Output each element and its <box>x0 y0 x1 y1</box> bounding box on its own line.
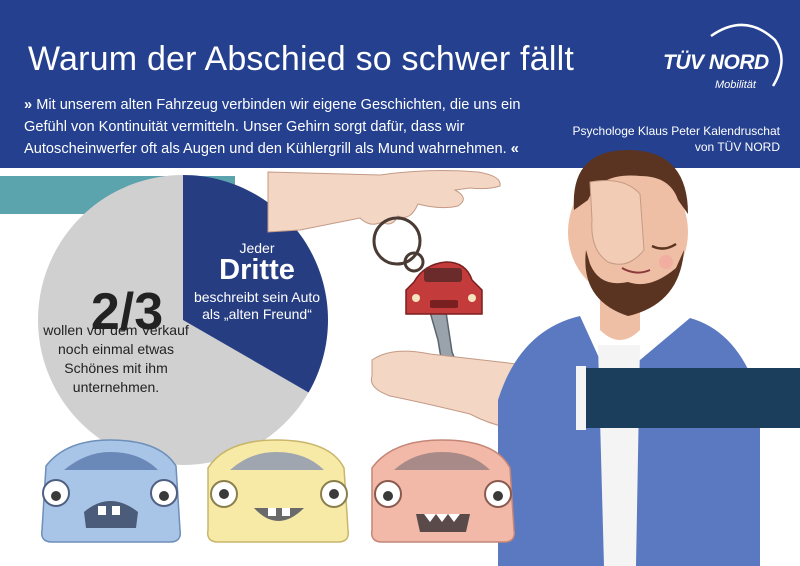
header-banner <box>0 0 800 168</box>
quote-text: Mit unserem alten Fahrzeug verbinden wir… <box>24 97 521 157</box>
page-title: Warum der Abschied so schwer fällt <box>28 40 574 78</box>
quote-close-mark: « <box>510 141 519 157</box>
tuv-nord-logo: TÜV NORD <box>663 51 769 74</box>
yellow-cartoon-car-icon <box>206 439 350 543</box>
attribution-line-1: Psychologe Klaus Peter Kalendruschat <box>572 124 780 138</box>
attribution-line-2: von TÜV NORD <box>694 140 780 154</box>
logo-subtitle: Mobilität <box>715 79 756 91</box>
navy-sleeve-illustration <box>576 366 800 430</box>
blue-cartoon-car-icon <box>40 439 182 543</box>
quote-attribution: Psychologe Klaus Peter Kalendruschat von… <box>573 123 780 155</box>
third-description: beschreibt sein Auto als „alten Freund“ <box>193 289 321 322</box>
peach-cartoon-car-icon <box>370 439 516 543</box>
expert-quote: » Mit unserem alten Fahrzeug verbinden w… <box>24 94 544 160</box>
red-car-keychain-icon <box>405 261 483 315</box>
quote-open-mark: » <box>24 97 33 113</box>
pie-slice-two-thirds <box>38 175 309 466</box>
two-thirds-description: wollen vor dem Verkauf noch einmal etwas… <box>43 322 189 395</box>
tuv-nord-logo-arc <box>710 23 783 87</box>
third-intro: Jeder <box>239 240 275 256</box>
two-thirds-value: 2/3 <box>90 283 164 341</box>
man-facepalm-illustration <box>498 150 760 566</box>
third-value: Dritte <box>219 254 295 286</box>
